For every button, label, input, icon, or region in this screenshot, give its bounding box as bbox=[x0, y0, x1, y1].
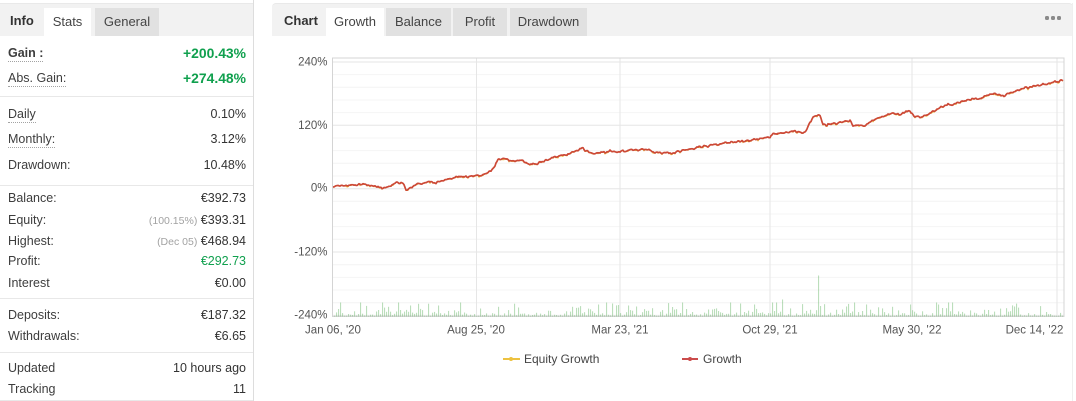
svg-text:Jan 06, '20: Jan 06, '20 bbox=[305, 325, 361, 337]
svg-text:May 30, '22: May 30, '22 bbox=[882, 325, 941, 337]
svg-text:-240%: -240% bbox=[294, 310, 327, 322]
svg-text:0%: 0% bbox=[311, 183, 328, 195]
svg-text:Mar 23, '21: Mar 23, '21 bbox=[591, 325, 648, 337]
svg-text:Oct 29, '21: Oct 29, '21 bbox=[742, 325, 797, 337]
svg-text:Aug 25, '20: Aug 25, '20 bbox=[447, 325, 505, 337]
svg-text:Dec 14, '22: Dec 14, '22 bbox=[1006, 325, 1064, 337]
svg-text:240%: 240% bbox=[298, 57, 327, 69]
svg-text:120%: 120% bbox=[298, 120, 327, 132]
svg-text:-120%: -120% bbox=[294, 247, 327, 259]
